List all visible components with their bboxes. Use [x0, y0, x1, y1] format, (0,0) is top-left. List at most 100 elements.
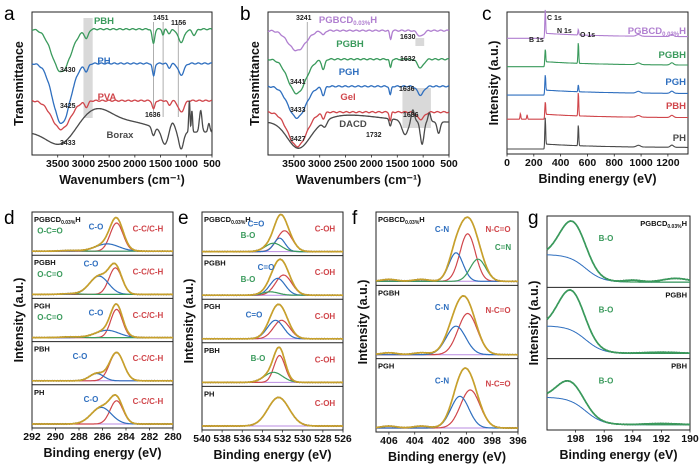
- component-C-O: [32, 243, 173, 252]
- peak-label: N 1s: [557, 28, 572, 35]
- x-tick-label: 200: [525, 157, 543, 169]
- component-label: B-O: [599, 234, 614, 243]
- plot-frame: [201, 211, 344, 431]
- x-axis-title: Binding energy (eV): [43, 446, 161, 460]
- x-tick-label: 1500: [149, 158, 173, 170]
- x-tick-label: 3000: [72, 158, 96, 170]
- x-axis-title: Wavenumbers (cm⁻¹): [296, 173, 422, 187]
- component-label: C-OH: [315, 355, 336, 364]
- subplot-label: PGBCD0.03%H: [640, 219, 687, 230]
- x-tick-label: 406: [380, 435, 398, 447]
- annotation: 1632: [400, 56, 416, 63]
- fit-envelope-line: [376, 367, 518, 429]
- component-N-C=O: [376, 389, 518, 429]
- x-tick-label: 3500: [282, 158, 306, 170]
- series-line-PBH: [31, 27, 213, 73]
- component-B-O: [202, 371, 343, 383]
- x-tick-label: 190: [681, 433, 699, 445]
- baseline-line: [547, 397, 690, 426]
- component-label: O-C=O: [37, 227, 63, 236]
- x-tick-label: 532: [274, 433, 292, 445]
- series-line-PGBCD0.03%H: [507, 9, 688, 39]
- series-line-PGBCD0.03%H: [267, 29, 450, 52]
- component-C=O: [202, 237, 343, 253]
- x-tick-label: 538: [213, 433, 231, 445]
- fit-envelope-line: [375, 216, 518, 283]
- y-axis-title: Intensity (a.u.): [182, 279, 196, 364]
- highlight-band: [415, 38, 425, 46]
- annotation: 1636: [145, 112, 161, 119]
- x-tick-label: 198: [567, 433, 585, 445]
- peak-label: C 1s: [547, 15, 562, 22]
- annotation: 3430: [60, 67, 76, 74]
- component-B-O: [546, 289, 690, 354]
- component-label: C=O: [258, 263, 275, 272]
- series-line-PVA: [31, 99, 213, 131]
- fit-envelope-line: [546, 289, 690, 354]
- x-tick-label: 528: [314, 433, 332, 445]
- y-axis-title: Intensity (a.u.): [527, 281, 541, 366]
- subplot-label: PGBCD0.03%H: [34, 215, 81, 226]
- annotation: 1636: [399, 86, 415, 93]
- series-line-PGBH: [507, 43, 688, 68]
- series-line-PGH: [507, 75, 688, 96]
- fit-envelope-line: [32, 394, 173, 425]
- panel-g: 198 196 194 192 190 Binding energy (eV) Intens…: [527, 215, 699, 462]
- x-tick-label: 500: [440, 158, 458, 170]
- panel-letter-c: c: [482, 4, 492, 25]
- component-label: C-O: [84, 259, 99, 268]
- fit-envelope-line: [32, 216, 173, 253]
- subplot-label: PGH: [378, 362, 394, 371]
- raw-data-line: [546, 380, 691, 426]
- panel-letter-b: b: [240, 4, 251, 25]
- x-tick-label: 396: [509, 435, 527, 447]
- component-label: C-OH: [315, 399, 336, 408]
- x-axis-title: Binding energy (eV): [559, 448, 677, 462]
- fit-envelope-line: [202, 258, 343, 297]
- subplot-label: PGBCD0.03%H: [204, 215, 251, 226]
- component-label: C=O: [248, 219, 265, 228]
- series-label: PGBCD0.03%H: [628, 26, 686, 38]
- series-label: PGBH: [336, 39, 364, 50]
- component-label: C-O: [73, 352, 88, 361]
- component-label: B-O: [599, 305, 614, 314]
- component-label: O-C=O: [37, 270, 63, 279]
- component-label: B-O: [599, 377, 614, 386]
- panel-b: 3500 3000 2500 2000 1500 1000 500 Wavenumbers (…: [248, 11, 458, 187]
- x-tick-label: 600: [579, 157, 597, 169]
- plot-frame: [267, 11, 450, 156]
- component-label: C=N: [495, 243, 511, 252]
- x-tick-label: 290: [47, 431, 65, 443]
- component-label: C-OH: [315, 268, 336, 277]
- component-label: C-N: [435, 225, 449, 234]
- x-axis-title: Wavenumbers (cm⁻¹): [59, 173, 185, 187]
- annotation: 1451: [153, 15, 169, 22]
- subplot-label: PGBH: [665, 290, 687, 299]
- series-label: PGH: [339, 67, 360, 78]
- x-tick-label: 530: [294, 433, 312, 445]
- fit-envelope-line: [202, 396, 343, 427]
- annotation: 3427: [290, 136, 306, 143]
- x-axis-title: Binding energy (eV): [388, 450, 506, 464]
- x-tick-label: 2000: [123, 158, 147, 170]
- annotation: 1636: [403, 112, 419, 119]
- series-line-Gel: [268, 110, 450, 148]
- fit-envelope-line: [202, 213, 343, 253]
- plot-frame: [31, 11, 213, 156]
- fit-envelope-line: [202, 346, 343, 384]
- x-tick-label: 526: [334, 433, 352, 445]
- peak-label: B 1s: [529, 37, 544, 44]
- component-label: N-C=O: [485, 225, 510, 234]
- x-tick-label: 282: [141, 431, 159, 443]
- x-tick-label: 404: [406, 435, 424, 447]
- x-tick-label: 3000: [308, 158, 332, 170]
- series-label: Gel: [340, 92, 355, 103]
- panel-letter-e: e: [178, 208, 189, 229]
- peak-label: O 1s: [580, 32, 595, 39]
- y-axis-title: Intensity (a.u.): [356, 280, 370, 365]
- fit-envelope-line: [32, 303, 173, 339]
- subplot-label: PBH: [671, 362, 687, 371]
